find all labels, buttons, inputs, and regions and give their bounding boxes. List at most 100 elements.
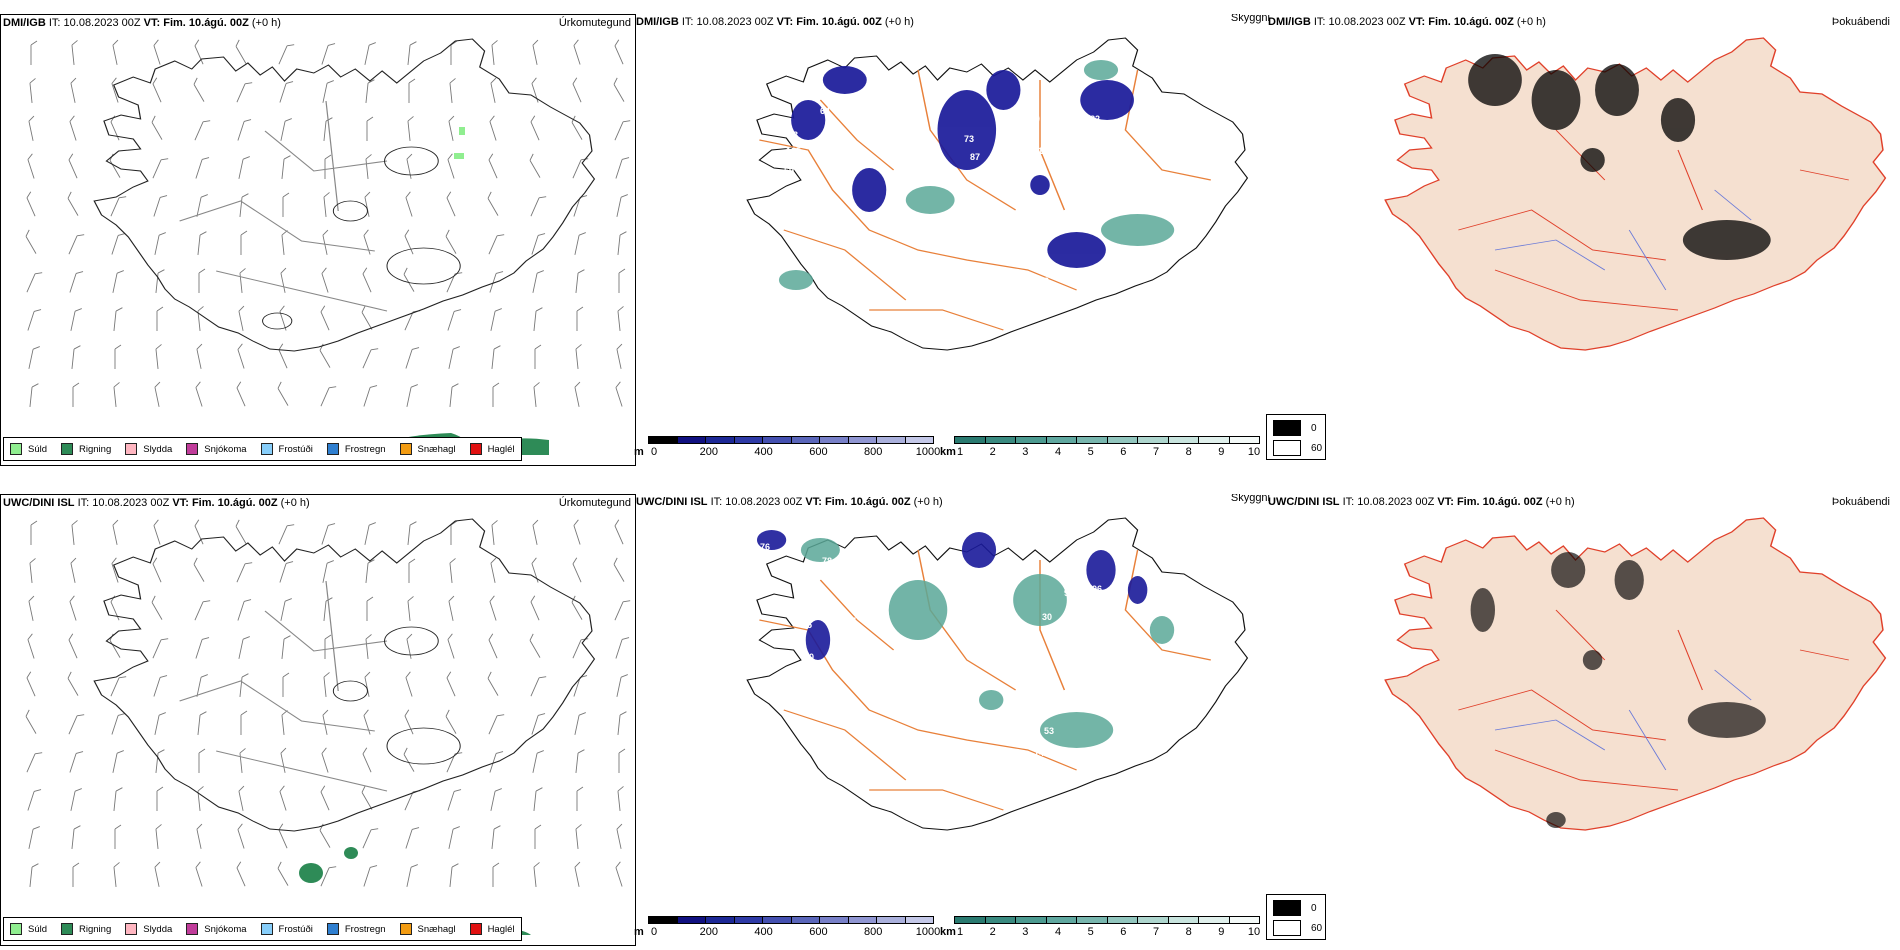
wind-barb (235, 519, 247, 544)
wind-barb (112, 39, 119, 65)
wind-barb (237, 823, 245, 849)
wind-barb (446, 752, 463, 773)
wind-barb (112, 519, 119, 545)
cloud-panel-row2: 76 70 78 15 20 65 67 10 30 95 96 76 59 24 53 12 14 15 22 U… (634, 494, 1270, 946)
wind-barb (573, 39, 581, 65)
wind-barb (618, 748, 626, 773)
cloud-base-label: 73 (964, 134, 974, 144)
legend-item: Frostúði (260, 923, 313, 935)
cloud-base-label: 64 (820, 106, 830, 116)
cloud-base-label: 60 (1030, 114, 1040, 124)
cloud-base-label: 14 (1034, 748, 1044, 758)
wind-barb (68, 234, 85, 255)
fog-legend-swatch (1273, 420, 1301, 436)
wind-barb (26, 671, 36, 697)
wind-barb (617, 231, 627, 255)
wind-barb (447, 309, 462, 331)
fog-legend-label: 0 (1311, 422, 1317, 434)
wind-barb (195, 637, 210, 659)
wind-barb (239, 748, 246, 773)
wind-barb (450, 520, 458, 545)
wind-barb (110, 196, 127, 217)
wind-barb (29, 78, 36, 103)
legend-item: Rigning (61, 443, 111, 455)
wind-barb (72, 862, 80, 887)
colorbar-tick-label: 10 (1247, 926, 1261, 938)
precip-panel-row2: UWC/DINI ISL IT: 10.08.2023 00Z VT: Fim.… (0, 494, 636, 946)
wind-barb (111, 233, 126, 255)
legend-swatch (326, 923, 339, 935)
wind-barb (153, 195, 168, 217)
cloud-base-label: 22 (982, 608, 992, 618)
wind-barb (281, 230, 288, 255)
legend-item: Súld (10, 923, 47, 935)
wind-barb (29, 383, 39, 407)
wind-barb (404, 709, 414, 735)
precip-map-row1 (25, 38, 631, 455)
wind-barb (614, 120, 631, 141)
fog-legend-swatch (1273, 920, 1301, 936)
cloud-base-label: 59 (966, 682, 976, 692)
wind-barb (67, 191, 79, 216)
wind-barb (572, 77, 582, 103)
fog-legend: 0 60 (1266, 414, 1326, 460)
legend-label: Frostúði (278, 923, 313, 935)
wind-barb (27, 153, 35, 179)
wind-barb (534, 824, 542, 849)
visibility-colorbar: km 1 2 3 4 5 6 7 8 9 10 (940, 436, 1270, 460)
wind-barb (616, 823, 623, 849)
cloud-base-label: 30 (1042, 612, 1052, 622)
wind-barb (280, 118, 292, 141)
colorbar-tick-label: 200 (699, 446, 718, 458)
wind-barb (114, 824, 122, 849)
wind-barb (197, 306, 204, 331)
wind-barb (531, 713, 546, 735)
wind-barb (26, 752, 43, 773)
legend-label: Rigning (79, 923, 112, 935)
wind-barb (363, 709, 371, 735)
wind-barb (277, 861, 289, 886)
panel-product-label: Skyggni (1230, 494, 1270, 504)
wind-barb (111, 77, 119, 103)
wind-barb (196, 343, 203, 369)
wind-barb (366, 116, 374, 141)
wind-barb (576, 786, 584, 811)
colorbar-tick-label: 3 (1022, 446, 1029, 458)
wind-barb (362, 747, 372, 773)
wind-barb (194, 519, 204, 545)
wind-barb (197, 231, 207, 255)
colorbar-tick-label: 1 (956, 446, 964, 458)
wind-barb (572, 557, 582, 583)
panel-title: UWC/DINI ISL IT: 10.08.2023 00Z VT: Fim.… (1268, 496, 1575, 508)
wind-barb (71, 825, 81, 849)
colorbar-tick-label: 2 (989, 926, 996, 938)
wind-barb (70, 308, 82, 331)
wind-barb (195, 861, 203, 887)
wind-barb (113, 307, 123, 331)
wind-barb (69, 751, 84, 773)
legend-item: Frostúði (260, 443, 313, 455)
wind-barb (446, 191, 456, 217)
wind-barb (194, 600, 211, 621)
wind-barb (361, 305, 373, 330)
legend-item: Slydda (125, 443, 172, 455)
colorbar-tick-label: 600 (809, 446, 828, 458)
wind-barb (446, 671, 456, 697)
precip-panel-row1: DMI/IGB IT: 10.08.2023 00Z VT: Fim. 10.á… (0, 14, 636, 466)
wind-barb (111, 713, 126, 735)
wind-barb (487, 671, 499, 696)
wind-barb (613, 557, 625, 582)
wind-barb (406, 153, 413, 179)
wind-barb (324, 154, 332, 179)
wind-barb (68, 153, 78, 179)
wind-barb (240, 710, 248, 735)
legend-label: Súld (28, 443, 48, 455)
wind-barb (279, 305, 287, 331)
legend-swatch (61, 443, 74, 455)
wind-barb (280, 267, 287, 293)
legend-label: Haglél (487, 443, 515, 455)
wind-barb (448, 346, 460, 369)
legend-label: Frostúði (278, 443, 313, 455)
wind-barb (445, 709, 457, 734)
legend-item: Snjókoma (186, 443, 247, 455)
